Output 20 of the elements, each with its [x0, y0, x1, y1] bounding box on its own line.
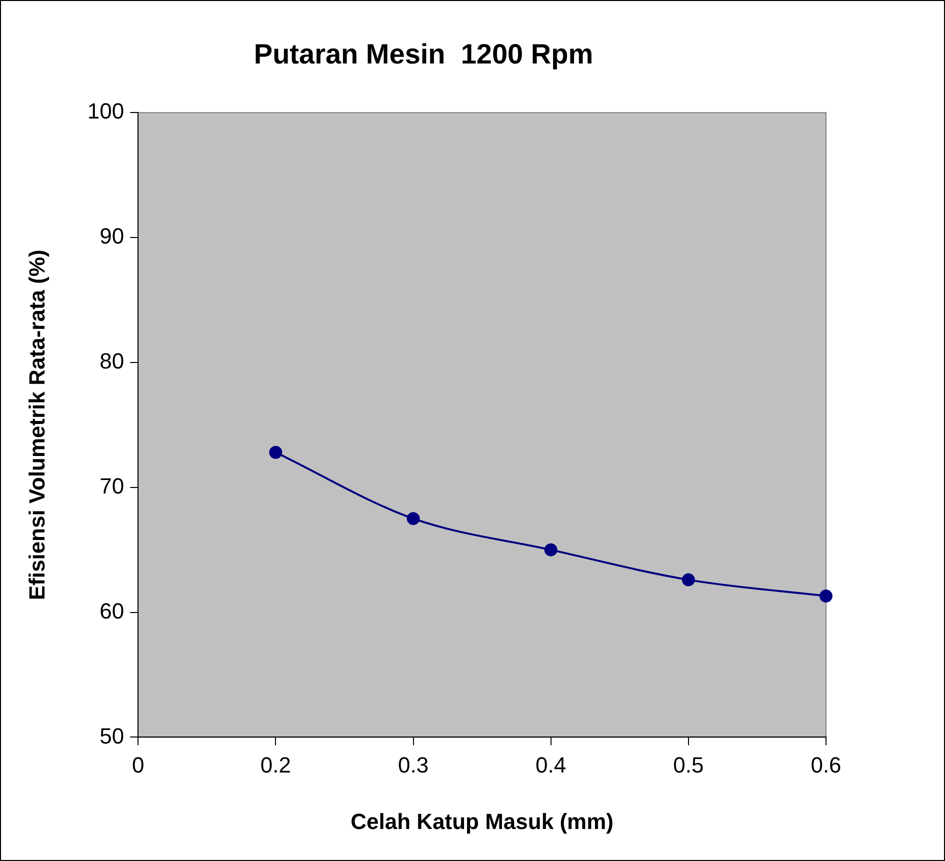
point [269, 446, 282, 459]
x-tick-label: 0.3 [398, 752, 429, 778]
y-axis-title: Efisiensi Volumetrik Rata-rata (%) [24, 250, 50, 600]
x-tick-label: 0 [132, 752, 144, 778]
x-tick-label: 0.6 [810, 752, 842, 778]
point [820, 590, 832, 603]
x-tick-label: 0.2 [260, 752, 291, 778]
point [544, 543, 558, 556]
x-tick-label: 0.4 [536, 752, 566, 778]
x-axis-title: Celah Katup Masuk (mm) [350, 808, 614, 834]
chart-title: Putaran Mesin 1200 Rpm [254, 38, 594, 70]
x-tick-label: 0.5 [673, 752, 704, 778]
point [406, 512, 420, 526]
y-tick-label: 70 [100, 473, 124, 498]
y-tick-label: 50 [100, 723, 124, 748]
y-tick-label: 60 [100, 598, 124, 624]
y-tick-label: 90 [100, 224, 124, 249]
y-tick-label: 100 [87, 98, 124, 124]
y-tick-label: 80 [100, 348, 124, 374]
point [682, 573, 695, 586]
